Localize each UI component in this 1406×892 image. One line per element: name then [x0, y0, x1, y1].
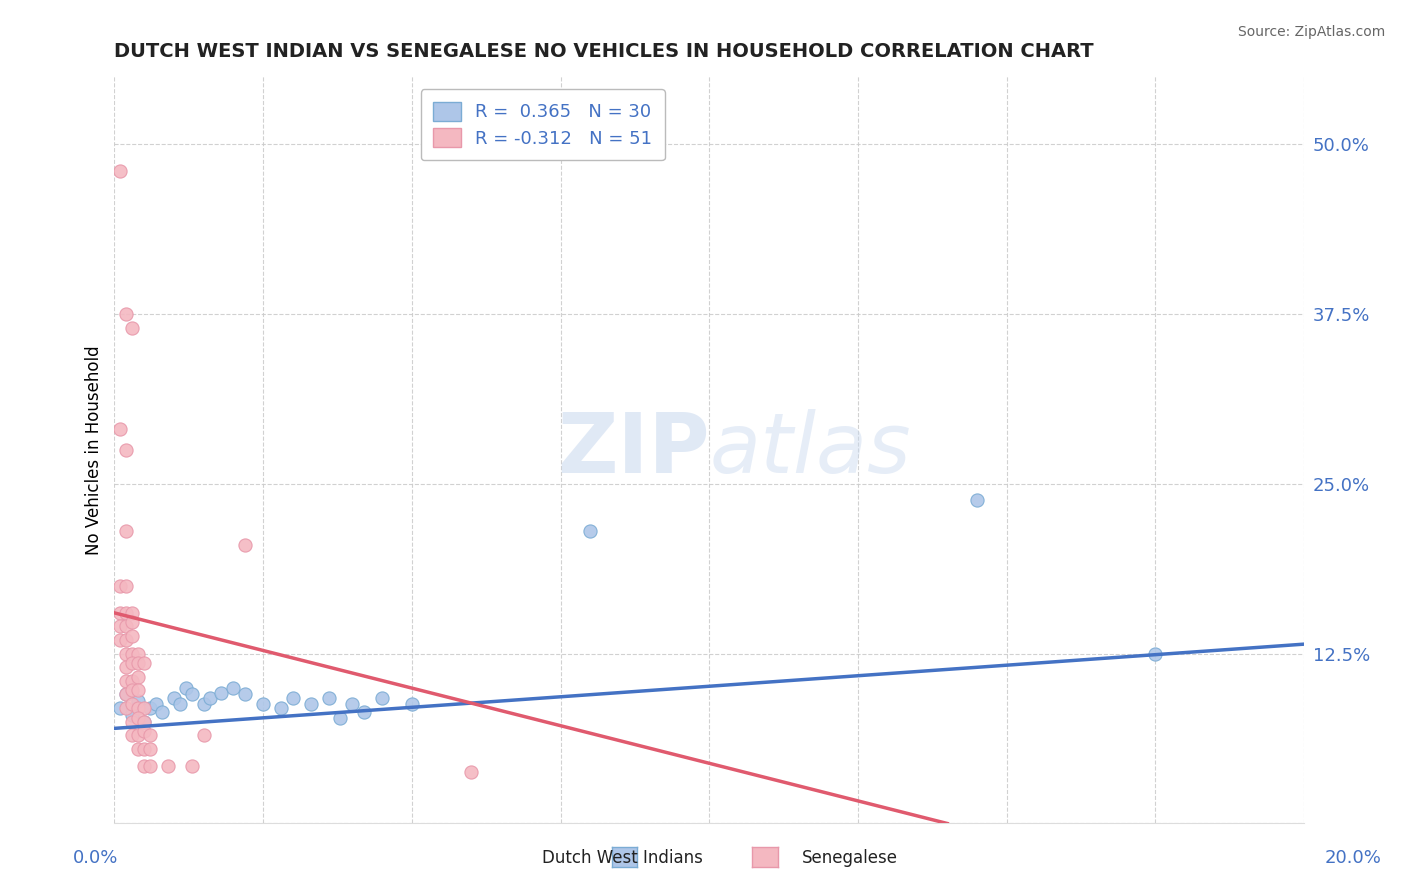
- Point: [110, 701, 132, 715]
- Point: [121, 320, 143, 334]
- Point: [318, 691, 340, 706]
- Point: [193, 728, 215, 742]
- Point: [134, 714, 156, 729]
- Point: [579, 524, 602, 539]
- Point: [127, 647, 149, 661]
- Text: DUTCH WEST INDIAN VS SENEGALESE NO VEHICLES IN HOUSEHOLD CORRELATION CHART: DUTCH WEST INDIAN VS SENEGALESE NO VEHIC…: [114, 42, 1094, 61]
- Point: [134, 714, 156, 729]
- Point: [139, 759, 162, 773]
- Point: [127, 710, 149, 724]
- Y-axis label: No Vehicles in Household: No Vehicles in Household: [86, 345, 103, 555]
- Point: [134, 701, 156, 715]
- Point: [115, 606, 138, 620]
- Point: [127, 741, 149, 756]
- Point: [139, 741, 162, 756]
- Point: [281, 691, 304, 706]
- Point: [169, 697, 191, 711]
- Point: [198, 691, 221, 706]
- Point: [121, 647, 143, 661]
- Point: [270, 701, 292, 715]
- Point: [127, 694, 149, 708]
- Point: [371, 691, 394, 706]
- Text: Dutch West Indians: Dutch West Indians: [543, 849, 703, 867]
- Point: [139, 728, 162, 742]
- Point: [127, 728, 149, 742]
- Point: [121, 714, 143, 729]
- Text: ZIP: ZIP: [557, 409, 709, 491]
- Point: [115, 687, 138, 701]
- Point: [110, 579, 132, 593]
- Point: [110, 422, 132, 436]
- Point: [121, 673, 143, 688]
- Point: [222, 681, 245, 695]
- Point: [342, 697, 364, 711]
- Point: [115, 687, 138, 701]
- Point: [110, 619, 132, 633]
- Point: [401, 697, 423, 711]
- Point: [115, 660, 138, 674]
- Point: [211, 686, 233, 700]
- Point: [127, 670, 149, 684]
- Point: [121, 707, 143, 722]
- Point: [139, 701, 162, 715]
- Point: [115, 673, 138, 688]
- Point: [134, 759, 156, 773]
- Point: [299, 697, 322, 711]
- Text: atlas: atlas: [709, 409, 911, 491]
- Point: [233, 538, 256, 552]
- Point: [180, 687, 202, 701]
- Point: [115, 524, 138, 539]
- Point: [121, 656, 143, 670]
- Point: [1144, 647, 1167, 661]
- Point: [193, 697, 215, 711]
- Point: [150, 705, 173, 719]
- Point: [163, 691, 186, 706]
- Point: [115, 647, 138, 661]
- Point: [156, 759, 179, 773]
- Point: [115, 307, 138, 321]
- Text: Senegalese: Senegalese: [801, 849, 897, 867]
- Point: [134, 724, 156, 739]
- Point: [121, 629, 143, 643]
- Point: [134, 741, 156, 756]
- Point: [252, 697, 274, 711]
- Point: [115, 442, 138, 457]
- Point: [174, 681, 197, 695]
- Point: [110, 164, 132, 178]
- Point: [115, 701, 138, 715]
- Point: [115, 579, 138, 593]
- Point: [121, 728, 143, 742]
- Point: [460, 764, 482, 779]
- Point: [180, 759, 202, 773]
- Point: [966, 493, 988, 508]
- Legend: R =  0.365   N = 30, R = -0.312   N = 51: R = 0.365 N = 30, R = -0.312 N = 51: [420, 89, 665, 161]
- Point: [233, 687, 256, 701]
- Point: [121, 683, 143, 698]
- Point: [121, 697, 143, 711]
- Point: [353, 705, 375, 719]
- Point: [127, 701, 149, 715]
- Point: [127, 656, 149, 670]
- Point: [121, 615, 143, 630]
- Point: [110, 606, 132, 620]
- Point: [115, 633, 138, 648]
- Point: [145, 697, 167, 711]
- Point: [329, 710, 352, 724]
- Point: [134, 656, 156, 670]
- Text: 0.0%: 0.0%: [73, 849, 118, 867]
- Text: 20.0%: 20.0%: [1324, 849, 1381, 867]
- Point: [121, 606, 143, 620]
- Point: [127, 683, 149, 698]
- Text: Source: ZipAtlas.com: Source: ZipAtlas.com: [1237, 25, 1385, 39]
- Point: [110, 633, 132, 648]
- Point: [115, 619, 138, 633]
